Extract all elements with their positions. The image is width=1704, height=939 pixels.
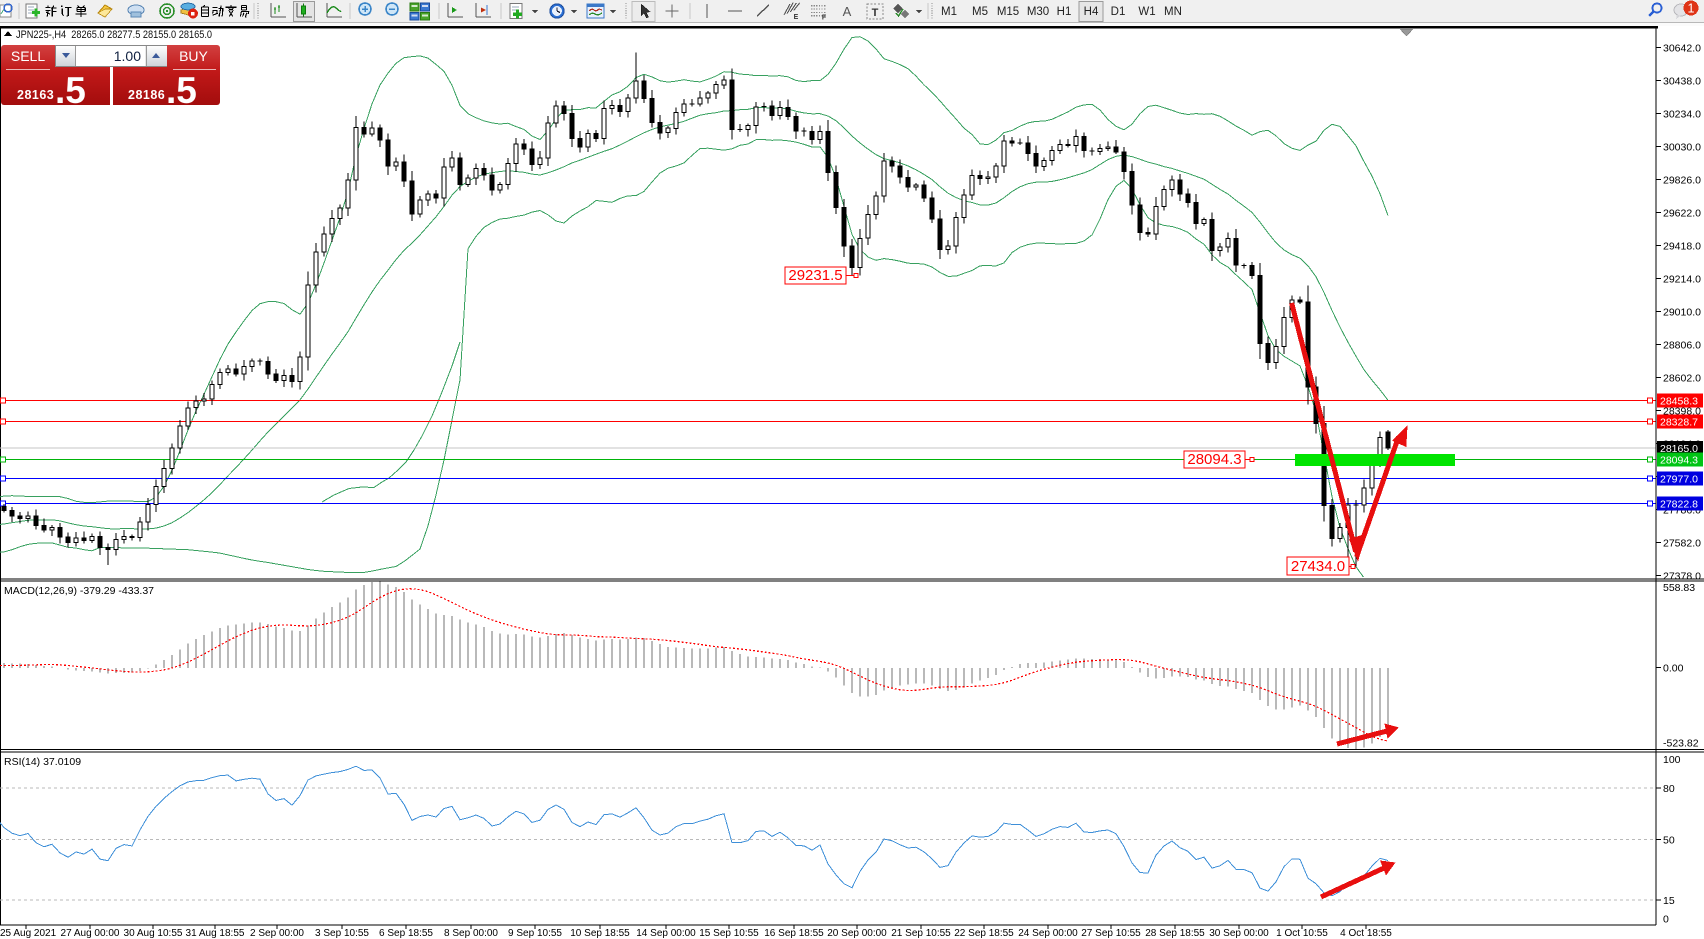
- svg-text:M5: M5: [972, 6, 988, 18]
- svg-text:8 Sep 00:00: 8 Sep 00:00: [444, 928, 498, 939]
- svg-text:JPN225-,H4 28265.0 28277.5 28: JPN225-,H4 28265.0 28277.5 28155.0 28165…: [16, 29, 212, 41]
- svg-text:27582.0: 27582.0: [1663, 538, 1701, 550]
- svg-text:M30: M30: [1027, 6, 1049, 18]
- svg-text:31 Aug 18:55: 31 Aug 18:55: [186, 928, 245, 939]
- svg-text:27822.8: 27822.8: [1660, 499, 1698, 511]
- svg-text:29010.0: 29010.0: [1663, 307, 1701, 319]
- svg-text:28094.3: 28094.3: [1660, 455, 1698, 467]
- svg-text:100: 100: [1663, 754, 1681, 766]
- svg-text:W1: W1: [1138, 6, 1155, 18]
- svg-text:E: E: [794, 14, 799, 21]
- svg-text:2 Sep 00:00: 2 Sep 00:00: [250, 928, 304, 939]
- svg-text:28 Sep 18:55: 28 Sep 18:55: [1145, 928, 1205, 939]
- svg-text:H1: H1: [1057, 6, 1072, 18]
- svg-text:21 Sep 10:55: 21 Sep 10:55: [891, 928, 951, 939]
- svg-text:22 Sep 18:55: 22 Sep 18:55: [954, 928, 1014, 939]
- svg-text:0.00: 0.00: [1663, 663, 1684, 675]
- svg-text:A: A: [843, 4, 852, 19]
- svg-text:MN: MN: [1164, 6, 1182, 18]
- svg-text:30642.0: 30642.0: [1663, 42, 1701, 54]
- svg-text:30438.0: 30438.0: [1663, 75, 1701, 87]
- svg-text:28602.0: 28602.0: [1663, 373, 1701, 385]
- svg-text:30030.0: 30030.0: [1663, 141, 1701, 153]
- svg-text:15 Sep 10:55: 15 Sep 10:55: [699, 928, 759, 939]
- svg-text:28458.3: 28458.3: [1660, 396, 1698, 408]
- svg-text:0: 0: [1663, 914, 1669, 926]
- svg-text:29214.0: 29214.0: [1663, 274, 1701, 286]
- svg-text:28094.3: 28094.3: [1187, 451, 1241, 468]
- svg-text:28328.7: 28328.7: [1660, 417, 1698, 429]
- svg-text:14 Sep 00:00: 14 Sep 00:00: [636, 928, 696, 939]
- svg-text:29622.0: 29622.0: [1663, 207, 1701, 219]
- svg-text:6 Sep 18:55: 6 Sep 18:55: [379, 928, 433, 939]
- svg-text:15: 15: [1663, 895, 1675, 907]
- svg-text:M15: M15: [997, 6, 1019, 18]
- svg-text:F: F: [822, 15, 827, 22]
- svg-text:28165.0: 28165.0: [1660, 443, 1698, 455]
- svg-text:27434.0: 27434.0: [1291, 558, 1345, 575]
- svg-text:80: 80: [1663, 783, 1675, 795]
- svg-text:29231.5: 29231.5: [788, 267, 842, 284]
- svg-text:4 Oct 18:55: 4 Oct 18:55: [1340, 928, 1392, 939]
- svg-text:24 Sep 00:00: 24 Sep 00:00: [1018, 928, 1078, 939]
- svg-text:D1: D1: [1111, 6, 1126, 18]
- svg-text:H4: H4: [1084, 6, 1099, 18]
- svg-text:3 Sep 10:55: 3 Sep 10:55: [315, 928, 369, 939]
- svg-text:29418.0: 29418.0: [1663, 241, 1701, 253]
- svg-text:30 Aug 10:55: 30 Aug 10:55: [124, 928, 183, 939]
- svg-text:-523.82: -523.82: [1663, 738, 1699, 750]
- svg-text:29826.0: 29826.0: [1663, 174, 1701, 186]
- svg-text:M1: M1: [941, 6, 957, 18]
- svg-text:50: 50: [1663, 835, 1675, 847]
- svg-text:9 Sep 10:55: 9 Sep 10:55: [508, 928, 562, 939]
- svg-text:1 Oct 10:55: 1 Oct 10:55: [1276, 928, 1328, 939]
- svg-text:30234.0: 30234.0: [1663, 108, 1701, 120]
- svg-text:27977.0: 27977.0: [1660, 474, 1698, 486]
- svg-text:30 Sep 00:00: 30 Sep 00:00: [1209, 928, 1269, 939]
- svg-text:RSI(14) 37.0109: RSI(14) 37.0109: [4, 756, 81, 768]
- svg-text:1: 1: [1688, 2, 1695, 16]
- svg-text:20 Sep 00:00: 20 Sep 00:00: [827, 928, 887, 939]
- svg-text:27378.0: 27378.0: [1663, 571, 1701, 583]
- svg-text:25 Aug 2021: 25 Aug 2021: [0, 928, 57, 939]
- svg-text:558.83: 558.83: [1663, 582, 1695, 594]
- svg-text:28398.0: 28398.0: [1663, 406, 1701, 418]
- svg-text:27 Sep 10:55: 27 Sep 10:55: [1081, 928, 1141, 939]
- svg-text:MACD(12,26,9) -379.29 -433.37: MACD(12,26,9) -379.29 -433.37: [4, 585, 154, 597]
- svg-text:10 Sep 18:55: 10 Sep 18:55: [570, 928, 630, 939]
- svg-text:28806.0: 28806.0: [1663, 340, 1701, 352]
- svg-text:T: T: [872, 7, 879, 19]
- svg-text:27 Aug 00:00: 27 Aug 00:00: [61, 928, 120, 939]
- svg-text:16 Sep 18:55: 16 Sep 18:55: [764, 928, 824, 939]
